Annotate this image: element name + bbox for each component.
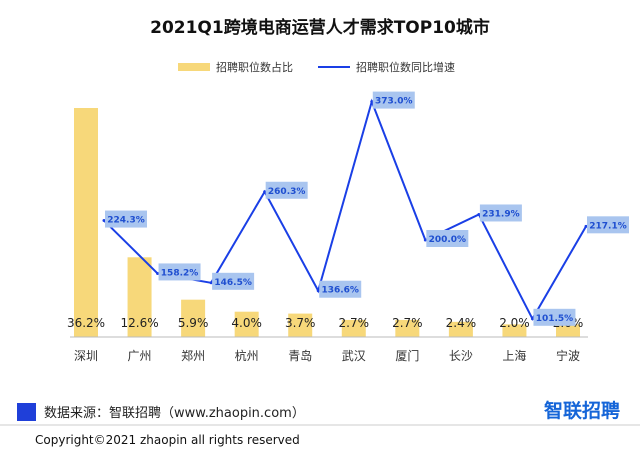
line-labels-layer: 224.3% 158.2% 146.5% 260.3% 136.6% 373.0% 200.… [105,91,629,326]
line-point-4 [316,289,320,293]
line-label-8: 101.5% [536,314,574,324]
line-label-5: 373.0% [375,97,413,107]
bar-1 [127,257,152,337]
category-label-4: 青岛 [288,348,312,363]
category-label-5: 武汉 [342,349,366,363]
line-point-2 [209,281,213,285]
bars-layer [74,108,580,337]
category-labels: 深圳 广州 郑州 杭州 青岛 武汉 厦门 长沙 上海 宁波 [74,348,580,363]
line-label-0: 224.3% [107,216,145,226]
bar-6 [395,319,420,337]
line-point-0 [102,219,106,223]
line-label-4: 136.6% [321,286,359,296]
source-text: 数据来源：智联招聘（www.zhaopin.com） [44,406,305,421]
line-point-6 [423,238,427,242]
legend-line-label: 招聘职位数同比增速 [356,60,455,74]
category-label-2: 郑州 [181,348,205,363]
chart-title: 2021Q1跨境电商运营人才需求TOP10城市 [150,17,490,38]
bar-5 [341,319,366,337]
bar-labels-layer: 36.2%12.6%5.9%4.0%3.7%2.7%2.7%2.4%2.0%2.… [67,316,583,330]
line-label-6: 200.0% [429,235,467,245]
legend-bar-swatch [178,63,210,71]
line-label-7: 231.9% [482,209,520,219]
category-label-6: 厦门 [395,348,419,363]
line-label-box-7 [479,204,522,222]
category-label-8: 上海 [502,348,526,363]
bar-label-0: 36.2% [67,316,105,330]
bar-3 [234,311,259,337]
bar-9 [556,324,580,337]
category-label-3: 杭州 [235,348,259,363]
line-label-2: 146.5% [214,278,252,288]
bar-label-5: 2.7% [339,316,370,330]
line-label-1: 158.2% [161,268,199,278]
source-marker [17,403,36,421]
bar-label-4: 3.7% [285,316,316,330]
bar-0 [74,108,98,337]
bar-label-6: 2.7% [392,316,423,330]
line-point-8 [530,317,534,321]
legend: 招聘职位数占比 招聘职位数同比增速 [178,60,455,74]
line-label-box-8 [533,308,576,326]
line-label-box-3 [265,181,308,199]
line-label-box-1 [158,263,201,281]
brand-logo: 智联招聘 [544,399,620,422]
category-label-7: 长沙 [449,349,473,363]
bar-label-7: 2.4% [446,316,477,330]
bar-7 [448,321,473,337]
category-label-0: 深圳 [74,349,98,363]
line-label-box-2 [212,272,255,290]
line-point-3 [263,190,267,194]
line-point-7 [477,212,481,216]
category-label-9: 宁波 [556,348,580,363]
line-label-box-0 [105,210,147,228]
line-label-9: 217.1% [589,221,627,231]
line-label-box-5 [372,91,415,109]
category-label-1: 广州 [128,349,152,363]
bar-8 [502,324,527,337]
copyright-text: Copyright©2021 zhaopin all rights reserv… [35,433,300,447]
bar-label-2: 5.9% [178,316,209,330]
line-point-9 [584,224,588,228]
line-label-box-9 [587,216,629,234]
legend-bar-label: 招聘职位数占比 [216,60,293,74]
bar-2 [181,299,206,337]
bar-label-3: 4.0% [231,316,262,330]
bar-label-8: 2.0% [499,316,530,330]
bar-4 [288,313,313,337]
line-label-3: 260.3% [268,187,306,197]
line-point-5 [370,100,374,104]
bar-label-1: 12.6% [120,316,158,330]
line-point-1 [156,271,160,275]
line-label-box-6 [426,230,469,247]
line-label-box-4 [319,280,362,298]
